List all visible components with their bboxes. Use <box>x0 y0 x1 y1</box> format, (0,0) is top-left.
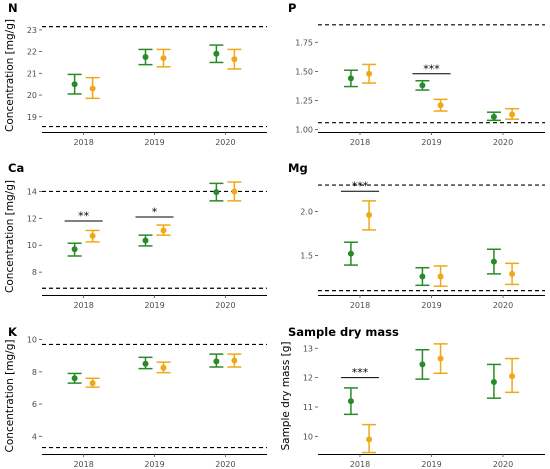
significance-label: *** <box>352 180 369 193</box>
y-tick-label: 10 <box>27 241 37 250</box>
significance-label: ** <box>78 210 90 223</box>
y-tick-label: 4 <box>32 432 37 441</box>
data-point <box>160 364 167 371</box>
y-axis-label: Concentration [mg/g] <box>4 19 16 132</box>
data-point <box>347 250 354 257</box>
data-point <box>160 55 167 62</box>
data-point <box>213 358 220 365</box>
data-point <box>419 273 426 280</box>
panel-title: Ca <box>8 161 24 175</box>
significance-label: * <box>152 206 158 219</box>
y-tick-label: 10 <box>27 336 37 345</box>
data-point <box>366 211 373 218</box>
panel-title: P <box>288 1 296 15</box>
y-tick-label: 21 <box>27 69 37 78</box>
x-tick-label: 2018 <box>350 460 370 469</box>
x-tick-label: 2019 <box>421 138 441 147</box>
data-point <box>231 357 238 364</box>
y-axis-label: Concentration [mg/g] <box>4 180 16 293</box>
panel-title: Sample dry mass <box>288 325 399 339</box>
x-tick-label: 2019 <box>144 460 164 469</box>
y-tick-label: 14 <box>27 187 37 196</box>
y-tick-label: 2.0 <box>300 207 313 216</box>
y-tick-label: 1.75 <box>295 38 313 47</box>
y-tick-label: 1.25 <box>295 97 313 106</box>
y-tick-label: 22 <box>27 48 37 57</box>
y-tick-label: 1.5 <box>300 251 313 260</box>
y-tick-label: 12 <box>27 214 37 223</box>
x-tick-label: 2020 <box>215 138 235 147</box>
x-tick-label: 2019 <box>144 138 164 147</box>
x-tick-label: 2018 <box>350 301 370 310</box>
data-point <box>419 82 426 89</box>
y-tick-label: 23 <box>27 26 37 35</box>
x-tick-label: 2020 <box>493 138 513 147</box>
y-tick-label: 8 <box>32 268 37 277</box>
data-point <box>437 102 444 109</box>
y-tick-label: 1.50 <box>295 67 313 76</box>
data-point <box>142 237 149 244</box>
panel-title: Mg <box>288 161 308 175</box>
data-point <box>366 436 373 443</box>
x-tick-label: 2018 <box>350 138 370 147</box>
data-point <box>231 56 238 63</box>
data-point <box>509 270 516 277</box>
x-tick-label: 2020 <box>493 460 513 469</box>
x-tick-label: 2019 <box>421 460 441 469</box>
x-tick-label: 2018 <box>73 301 93 310</box>
y-tick-label: 19 <box>27 113 37 122</box>
y-tick-label: 8 <box>32 368 37 377</box>
y-tick-label: 20 <box>27 91 37 100</box>
data-point <box>142 360 149 367</box>
y-tick-label: 6 <box>32 400 37 409</box>
data-point <box>89 232 96 239</box>
significance-label: *** <box>423 62 440 75</box>
data-point <box>347 75 354 82</box>
data-point <box>490 379 497 386</box>
x-tick-label: 2018 <box>73 460 93 469</box>
data-point <box>71 81 78 88</box>
panel-title: N <box>8 1 18 15</box>
data-point <box>437 355 444 362</box>
data-point <box>419 361 426 368</box>
y-tick-label: 1.00 <box>295 126 313 135</box>
data-point <box>437 273 444 280</box>
x-tick-label: 2018 <box>73 138 93 147</box>
x-tick-label: 2020 <box>215 460 235 469</box>
y-tick-label: 11 <box>303 403 313 412</box>
data-point <box>89 380 96 387</box>
data-point <box>347 398 354 405</box>
data-point <box>509 373 516 380</box>
data-point <box>160 227 167 234</box>
y-tick-label: 13 <box>303 344 313 353</box>
y-axis-label: Concentration [mg/g] <box>4 340 16 453</box>
x-tick-label: 2019 <box>144 301 164 310</box>
y-tick-label: 10 <box>303 432 313 441</box>
data-point <box>490 113 497 120</box>
x-tick-label: 2020 <box>215 301 235 310</box>
data-point <box>213 189 220 196</box>
y-tick-label: 12 <box>303 374 313 383</box>
data-point <box>71 246 78 253</box>
data-point <box>366 70 373 77</box>
data-point <box>213 50 220 57</box>
x-tick-label: 2020 <box>493 301 513 310</box>
y-axis-label: Sample dry mass [g] <box>280 341 292 450</box>
significance-label: *** <box>352 366 369 379</box>
data-point <box>142 54 149 61</box>
data-point <box>231 188 238 195</box>
data-point <box>509 111 516 118</box>
data-point <box>89 85 96 92</box>
data-point <box>490 258 497 265</box>
panel-title: K <box>8 325 18 339</box>
data-point <box>71 375 78 382</box>
x-tick-label: 2019 <box>421 301 441 310</box>
